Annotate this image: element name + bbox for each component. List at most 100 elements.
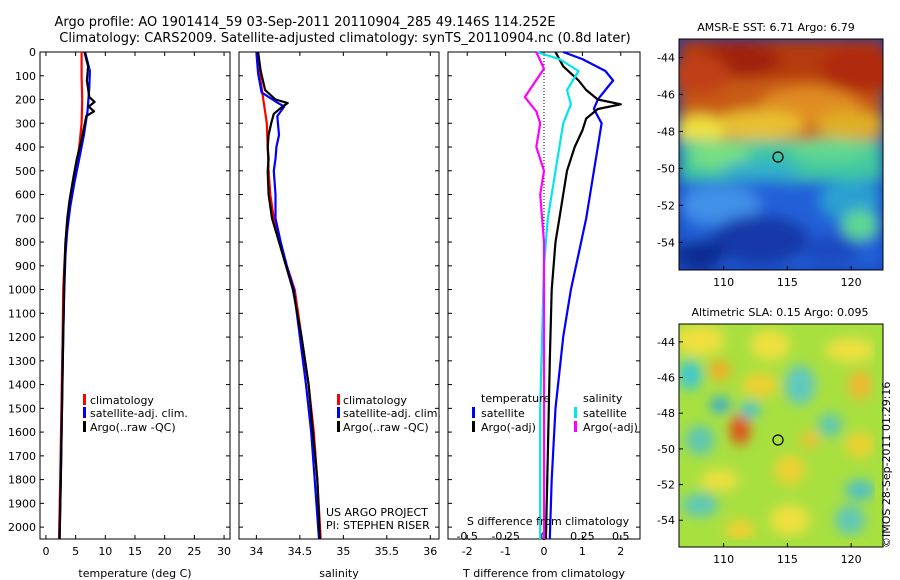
series-line — [535, 50, 580, 539]
legend-t-argo-label: Argo(-adj) — [481, 421, 536, 434]
x-tick-label: 2 — [617, 545, 624, 558]
x-tick-label: 20 — [158, 545, 172, 558]
legend-satellite-label: satellite-adj. clim. — [90, 407, 188, 420]
map-y-tick-label: -50 — [657, 162, 675, 175]
y-tick-label: 1300 — [8, 355, 36, 368]
y-tick-label: 2000 — [8, 521, 36, 534]
legend-climatology-swatch — [337, 394, 340, 405]
legend-satellite-label: satellite-adj. clim. — [343, 407, 441, 420]
y-tick-label: 1800 — [8, 474, 36, 487]
legend-s-satellite-swatch — [574, 407, 577, 418]
sst-map: AMSR-E SST: 6.71 Argo: 6.79 — [657, 21, 884, 289]
series-line — [548, 50, 615, 540]
map-y-tick-label: -52 — [657, 199, 675, 212]
y-tick-label: 500 — [15, 165, 36, 178]
imos-credit: ©IMOS 28-Sep-2011 01:29:16 — [880, 382, 893, 548]
map-x-tick-label: 120 — [841, 276, 862, 289]
map-y-tick-label: -50 — [657, 443, 675, 456]
header-line2: Climatology: CARS2009. Satellite-adjuste… — [59, 31, 631, 46]
sla-map-frame — [678, 323, 884, 548]
x-axis-label: salinity — [319, 567, 359, 580]
legend-s-argo-label: Argo(-adj) — [583, 421, 638, 434]
series-line — [257, 51, 322, 540]
y-tick-label: 1000 — [8, 284, 36, 297]
x-axis-label: temperature (deg C) — [78, 567, 191, 580]
legend-climatology-label: climatology — [343, 394, 407, 407]
legend-s-argo-swatch — [574, 421, 577, 432]
map-y-tick-label: -44 — [657, 336, 675, 349]
y-tick-label: 900 — [15, 260, 36, 273]
temperature-legend: climatology satellite-adj. clim. Argo(..… — [83, 394, 188, 434]
y-tick-label: 1600 — [8, 426, 36, 439]
map-x-tick-label: 115 — [777, 553, 798, 566]
header-line1: Argo profile: AO 1901414_59 03-Sep-2011 … — [54, 15, 555, 30]
top-tick-label: 0.5 — [612, 530, 630, 543]
project-credit: US ARGO PROJECT — [326, 506, 428, 519]
x-tick-label: 35.5 — [375, 545, 400, 558]
y-tick-label: 300 — [15, 117, 36, 130]
y-tick-label: 1400 — [8, 379, 36, 392]
legend-t-satellite-label: satellite — [481, 407, 525, 420]
map-y-tick-label: -54 — [657, 236, 675, 249]
difference-panel: -2 -1 0 1 2 T difference from climatology -0.5… — [447, 50, 641, 580]
map-y-tick-label: -46 — [657, 372, 675, 385]
sla-map: Altimetric SLA: 0.15 Argo: 0.095 — [657, 306, 884, 566]
x-tick-label: 25 — [187, 545, 201, 558]
y-tick-label: 800 — [15, 236, 36, 249]
top-tick-label: 0.25 — [570, 530, 595, 543]
x-tick-label: 10 — [98, 545, 112, 558]
x-tick-label: 15 — [128, 545, 142, 558]
sst-argo-marker — [772, 151, 784, 163]
x-tick-label: 1 — [579, 545, 586, 558]
series-line — [57, 52, 84, 540]
legend-satellite-swatch — [337, 407, 340, 418]
legend-satellite-swatch — [83, 407, 86, 418]
legend-climatology-label: climatology — [90, 394, 154, 407]
series-line — [523, 51, 546, 539]
y-tick-label: 600 — [15, 189, 36, 202]
legend-argo-label: Argo(..raw -QC) — [90, 421, 176, 434]
x-tick-label: 34 — [249, 545, 263, 558]
map-y-tick-label: -54 — [657, 514, 675, 527]
pi-credit: PI: STEPHEN RISER — [326, 519, 430, 532]
legend-t-argo-swatch — [472, 421, 475, 432]
y-tick-label: 200 — [15, 94, 36, 107]
sst-map-title: AMSR-E SST: 6.71 Argo: 6.79 — [697, 21, 855, 34]
plot-frame — [39, 51, 231, 540]
salinity-legend: climatology satellite-adj. clim. Argo(..… — [337, 394, 441, 434]
y-tick-label: 1700 — [8, 450, 36, 463]
map-y-tick-label: -48 — [657, 407, 675, 420]
y-tick-label: 400 — [15, 141, 36, 154]
legend-climatology-swatch — [83, 394, 86, 405]
y-tick-label: 1900 — [8, 497, 36, 510]
legend-t-satellite-swatch — [472, 407, 475, 418]
x-tick-label: 35 — [336, 545, 350, 558]
sla-map-axes: 110 115 120 -44 -46 -48 -50 -52 -54 — [657, 336, 862, 566]
map-y-tick-label: -52 — [657, 479, 675, 492]
y-tick-label: 100 — [15, 70, 36, 83]
top-tick-label: -0.5 — [456, 530, 477, 543]
x-tick-label: -1 — [500, 545, 511, 558]
series-line — [255, 51, 321, 540]
legend-salinity-title: salinity — [583, 392, 623, 405]
x-tick-label: 30 — [217, 545, 231, 558]
difference-legend: temperature salinity satellite Argo(-adj… — [472, 392, 638, 434]
s-difference-label: S difference from climatology — [467, 515, 630, 528]
legend-temperature-title: temperature — [481, 392, 550, 405]
temperature-panel: 0 5 10 15 20 25 300100200300400500600700800900… — [8, 46, 231, 580]
y-tick-label: 1500 — [8, 402, 36, 415]
x-tick-label: 5 — [72, 545, 79, 558]
map-x-tick-label: 115 — [777, 276, 798, 289]
y-tick-label: 0 — [29, 46, 36, 59]
series-line — [58, 51, 96, 540]
y-tick-label: 700 — [15, 212, 36, 225]
map-y-tick-label: -48 — [657, 125, 675, 138]
top-tick-label: -0.25 — [491, 530, 519, 543]
sla-map-title: Altimetric SLA: 0.15 Argo: 0.095 — [691, 306, 868, 319]
legend-s-satellite-label: satellite — [583, 407, 627, 420]
sla-field — [679, 325, 875, 540]
map-y-tick-label: -46 — [657, 88, 675, 101]
map-x-tick-label: 110 — [713, 276, 734, 289]
legend-argo-swatch — [83, 421, 86, 432]
